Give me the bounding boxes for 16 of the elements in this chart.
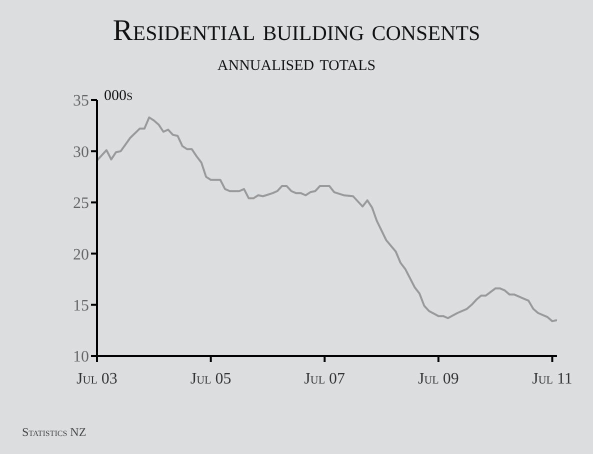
text: Statistics NZ <box>22 425 86 440</box>
y-tick-label: 20 <box>73 246 89 264</box>
chart-title: Residential building consents <box>112 14 482 48</box>
chart-subtitle: annualised totals <box>216 50 377 76</box>
y-tick-label: 35 <box>73 92 89 110</box>
line-series <box>97 116 557 322</box>
y-tick-label: 10 <box>73 348 89 366</box>
x-tick-label: Jul 07 <box>304 370 346 388</box>
x-tick-label: Jul 05 <box>190 370 232 388</box>
x-tick-label: Jul 03 <box>76 370 118 388</box>
y-tick-label: 25 <box>73 195 89 212</box>
y-tick-label: 15 <box>73 297 89 314</box>
x-tick-label: Jul 09 <box>418 370 459 388</box>
y-axis-title: 000s <box>104 88 133 105</box>
x-tick-label: Jul 11 <box>532 370 572 388</box>
y-tick-label: 30 <box>73 144 89 161</box>
